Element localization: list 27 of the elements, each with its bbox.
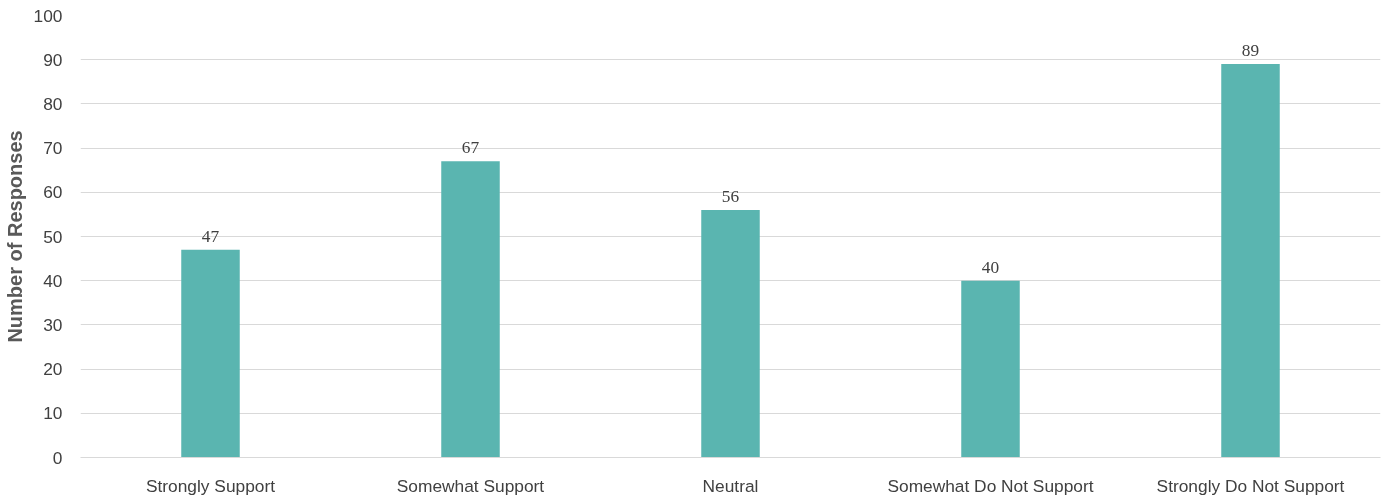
data-label: 56	[721, 186, 740, 206]
x-tick-label: Somewhat Support	[396, 475, 545, 496]
x-tick-label: Strongly Do Not Support	[1156, 475, 1345, 496]
x-tick-label: Somewhat Do Not Support	[887, 475, 1094, 496]
bar	[1221, 64, 1280, 458]
x-tick-label: Strongly Support	[145, 475, 276, 496]
data-label: 67	[461, 138, 480, 158]
y-tick-label: 90	[43, 49, 63, 70]
y-tick-label: 70	[43, 138, 63, 159]
x-tick-label: Neutral	[702, 475, 759, 496]
y-tick-label: 20	[43, 359, 63, 380]
data-label: 89	[1241, 41, 1260, 61]
y-tick-label: 80	[43, 93, 63, 114]
data-label: 47	[201, 226, 220, 246]
bar	[441, 161, 500, 458]
y-tick-label: 10	[43, 403, 63, 424]
y-axis-title: Number of Responses	[3, 130, 26, 343]
y-tick-label: 0	[52, 447, 63, 468]
y-tick-label: 30	[43, 314, 63, 335]
y-tick-label: 40	[43, 270, 63, 291]
y-tick-label: 60	[43, 182, 63, 203]
bar	[181, 249, 240, 458]
bar	[961, 280, 1020, 458]
y-tick-label: 50	[43, 226, 63, 247]
data-label: 40	[981, 257, 1000, 277]
bar	[701, 209, 760, 458]
y-tick-label: 100	[33, 5, 63, 26]
